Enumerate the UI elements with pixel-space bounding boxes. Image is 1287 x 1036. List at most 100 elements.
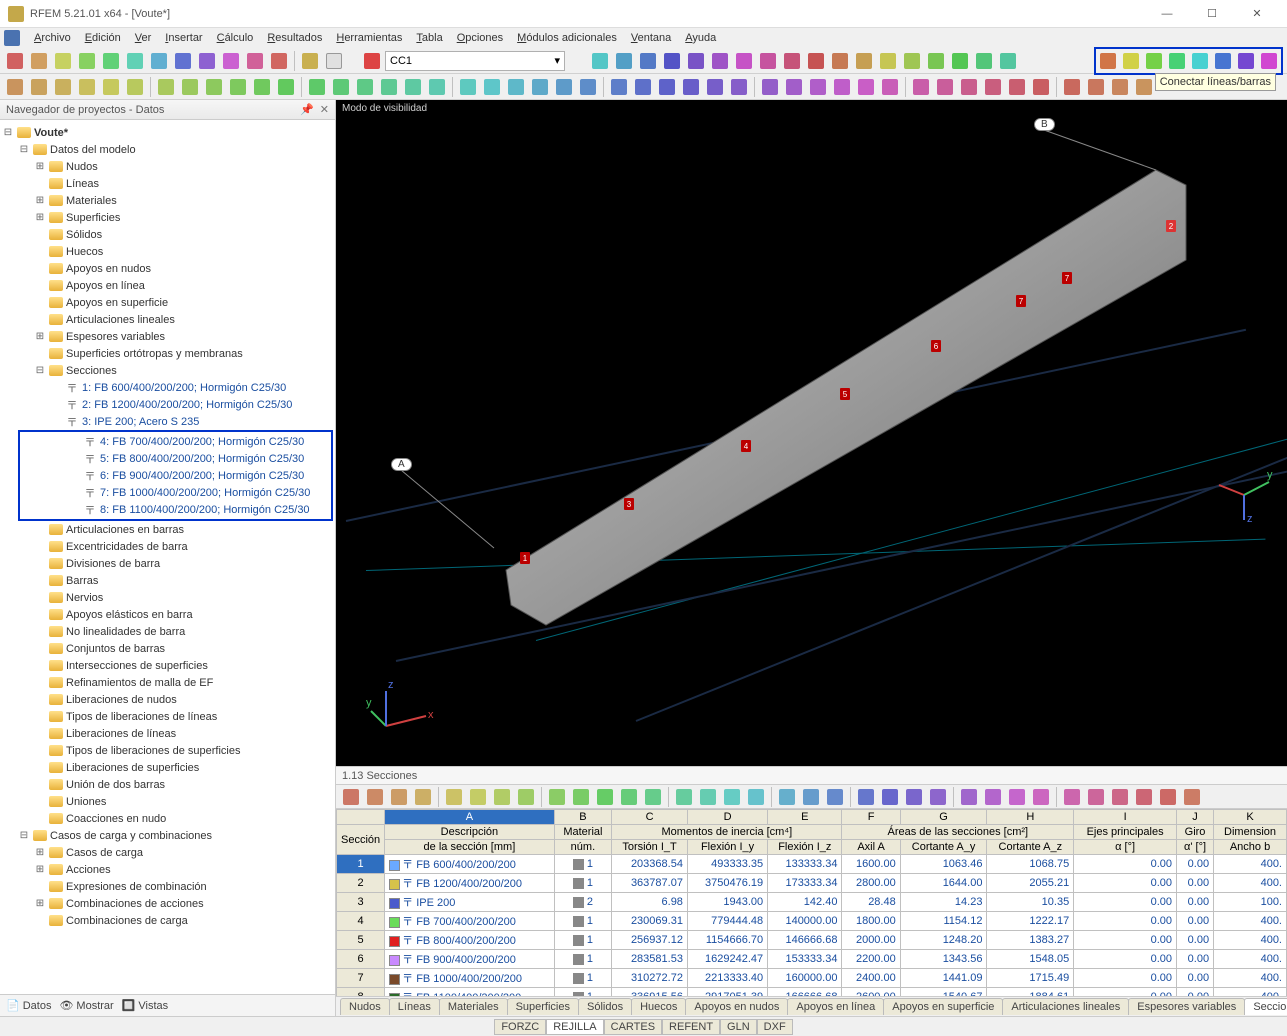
tt-btn-5[interactable]: [467, 786, 489, 808]
tt-btn-13[interactable]: [673, 786, 695, 808]
tb2-btn-16[interactable]: [402, 76, 424, 98]
col-D[interactable]: D: [687, 810, 767, 825]
tree-item[interactable]: Expresiones de combinación: [2, 878, 333, 895]
tb2-btn-1[interactable]: [28, 76, 50, 98]
tree-item[interactable]: ⊞Superficies: [2, 209, 333, 226]
status-FORZC[interactable]: FORZC: [494, 1019, 546, 1035]
tb2-btn-11[interactable]: [275, 76, 297, 98]
tb2-btn-39[interactable]: [982, 76, 1004, 98]
tb1b-btn-7[interactable]: [757, 50, 779, 72]
tb1-btn-0[interactable]: [4, 50, 26, 72]
tb1-btn-1[interactable]: [28, 50, 50, 72]
tt-btn-15[interactable]: [721, 786, 743, 808]
tree-item[interactable]: Divisiones de barra: [2, 555, 333, 572]
tb2-btn-3[interactable]: [76, 76, 98, 98]
tb2-btn-9[interactable]: [227, 76, 249, 98]
tree-item[interactable]: ⊟Casos de carga y combinaciones: [2, 827, 333, 844]
tb2-btn-35[interactable]: [879, 76, 901, 98]
tb2-btn-28[interactable]: [704, 76, 726, 98]
pin-icon[interactable]: 📌: [300, 103, 314, 116]
minimize-button[interactable]: —: [1145, 0, 1189, 28]
tree-item[interactable]: ⊞Nudos: [2, 158, 333, 175]
tb-doc-icon[interactable]: [323, 50, 345, 72]
tree-item[interactable]: Nervios: [2, 589, 333, 606]
tb2-btn-29[interactable]: [728, 76, 750, 98]
tb2-btn-45[interactable]: [1133, 76, 1155, 98]
bottom-tab-10[interactable]: Espesores variables: [1128, 998, 1245, 1015]
tb2-btn-26[interactable]: [656, 76, 678, 98]
tree-item[interactable]: Articulaciones en barras: [2, 521, 333, 538]
menu-3[interactable]: Insertar: [159, 30, 208, 46]
tb2-btn-32[interactable]: [807, 76, 829, 98]
tt-btn-4[interactable]: [443, 786, 465, 808]
tree-item[interactable]: ⊞Combinaciones de acciones: [2, 895, 333, 912]
tb2-btn-4[interactable]: [100, 76, 122, 98]
tb2-btn-38[interactable]: [958, 76, 980, 98]
tt-btn-33[interactable]: [1181, 786, 1203, 808]
tree-item[interactable]: 〒5: FB 800/400/200/200; Hormigón C25/30: [20, 450, 331, 467]
hl-btn-5[interactable]: [1212, 50, 1234, 72]
bottom-tab-2[interactable]: Materiales: [439, 998, 508, 1015]
tt-btn-6[interactable]: [491, 786, 513, 808]
tb1-btn-11[interactable]: [268, 50, 290, 72]
tree-item[interactable]: Barras: [2, 572, 333, 589]
tb1b-btn-13[interactable]: [901, 50, 923, 72]
table-row[interactable]: 8 〒 FB 1100/400/200/200 1 336915.5629170…: [337, 988, 1287, 997]
col-I[interactable]: I: [1074, 810, 1177, 825]
tree-item[interactable]: Liberaciones de superficies: [2, 759, 333, 776]
cc-flag-icon[interactable]: [361, 50, 383, 72]
bottom-tab-7[interactable]: Apoyos en línea: [787, 998, 884, 1015]
tt-btn-17[interactable]: [776, 786, 798, 808]
col-G[interactable]: G: [900, 810, 987, 825]
tt-btn-2[interactable]: [388, 786, 410, 808]
tt-btn-28[interactable]: [1061, 786, 1083, 808]
tt-btn-0[interactable]: [340, 786, 362, 808]
bottom-tab-6[interactable]: Apoyos en nudos: [685, 998, 788, 1015]
tt-btn-9[interactable]: [570, 786, 592, 808]
tree-item[interactable]: 〒2: FB 1200/400/200/200; Hormigón C25/30: [2, 396, 333, 413]
tb2-btn-0[interactable]: [4, 76, 26, 98]
hl-btn-4[interactable]: [1189, 50, 1211, 72]
tb1b-btn-2[interactable]: [637, 50, 659, 72]
tb2-btn-13[interactable]: [330, 76, 352, 98]
tree-item[interactable]: Apoyos en nudos: [2, 260, 333, 277]
bottom-tab-5[interactable]: Huecos: [631, 998, 686, 1015]
tb1-btn-7[interactable]: [172, 50, 194, 72]
tb2-btn-22[interactable]: [553, 76, 575, 98]
tree-item[interactable]: Combinaciones de carga: [2, 912, 333, 929]
tt-btn-16[interactable]: [745, 786, 767, 808]
tb1b-btn-9[interactable]: [805, 50, 827, 72]
tb2-btn-23[interactable]: [577, 76, 599, 98]
table-row[interactable]: 6 〒 FB 900/400/200/200 1 283581.53162924…: [337, 950, 1287, 969]
tree-item[interactable]: Superficies ortótropas y membranas: [2, 345, 333, 362]
tb2-btn-24[interactable]: [608, 76, 630, 98]
tb2-btn-41[interactable]: [1030, 76, 1052, 98]
hl-btn-7[interactable]: [1258, 50, 1280, 72]
tb1b-btn-8[interactable]: [781, 50, 803, 72]
tt-btn-20[interactable]: [855, 786, 877, 808]
tree-item[interactable]: Articulaciones lineales: [2, 311, 333, 328]
menu-8[interactable]: Opciones: [451, 30, 509, 46]
tree-item[interactable]: 〒6: FB 900/400/200/200; Hormigón C25/30: [20, 467, 331, 484]
navigator-close-icon[interactable]: ✕: [320, 103, 329, 116]
tree-item[interactable]: Intersecciones de superficies: [2, 657, 333, 674]
tb1b-btn-15[interactable]: [949, 50, 971, 72]
tb1b-btn-1[interactable]: [613, 50, 635, 72]
tt-btn-24[interactable]: [958, 786, 980, 808]
tb2-btn-40[interactable]: [1006, 76, 1028, 98]
tree-item[interactable]: Tipos de liberaciones de líneas: [2, 708, 333, 725]
tt-btn-21[interactable]: [879, 786, 901, 808]
col-[interactable]: [337, 810, 385, 825]
tb2-btn-25[interactable]: [632, 76, 654, 98]
tree-item[interactable]: 〒1: FB 600/400/200/200; Hormigón C25/30: [2, 379, 333, 396]
tb2-btn-12[interactable]: [306, 76, 328, 98]
tb1-btn-8[interactable]: [196, 50, 218, 72]
3d-viewport[interactable]: Modo de visibilidad A B 1 3 4 5 6 7 7: [336, 100, 1287, 766]
tree-item[interactable]: Uniones: [2, 793, 333, 810]
maximize-button[interactable]: ☐: [1190, 0, 1234, 28]
tb2-btn-33[interactable]: [831, 76, 853, 98]
tree-item[interactable]: Apoyos elásticos en barra: [2, 606, 333, 623]
tb1b-btn-12[interactable]: [877, 50, 899, 72]
tb2-btn-2[interactable]: [52, 76, 74, 98]
tb2-btn-30[interactable]: [759, 76, 781, 98]
